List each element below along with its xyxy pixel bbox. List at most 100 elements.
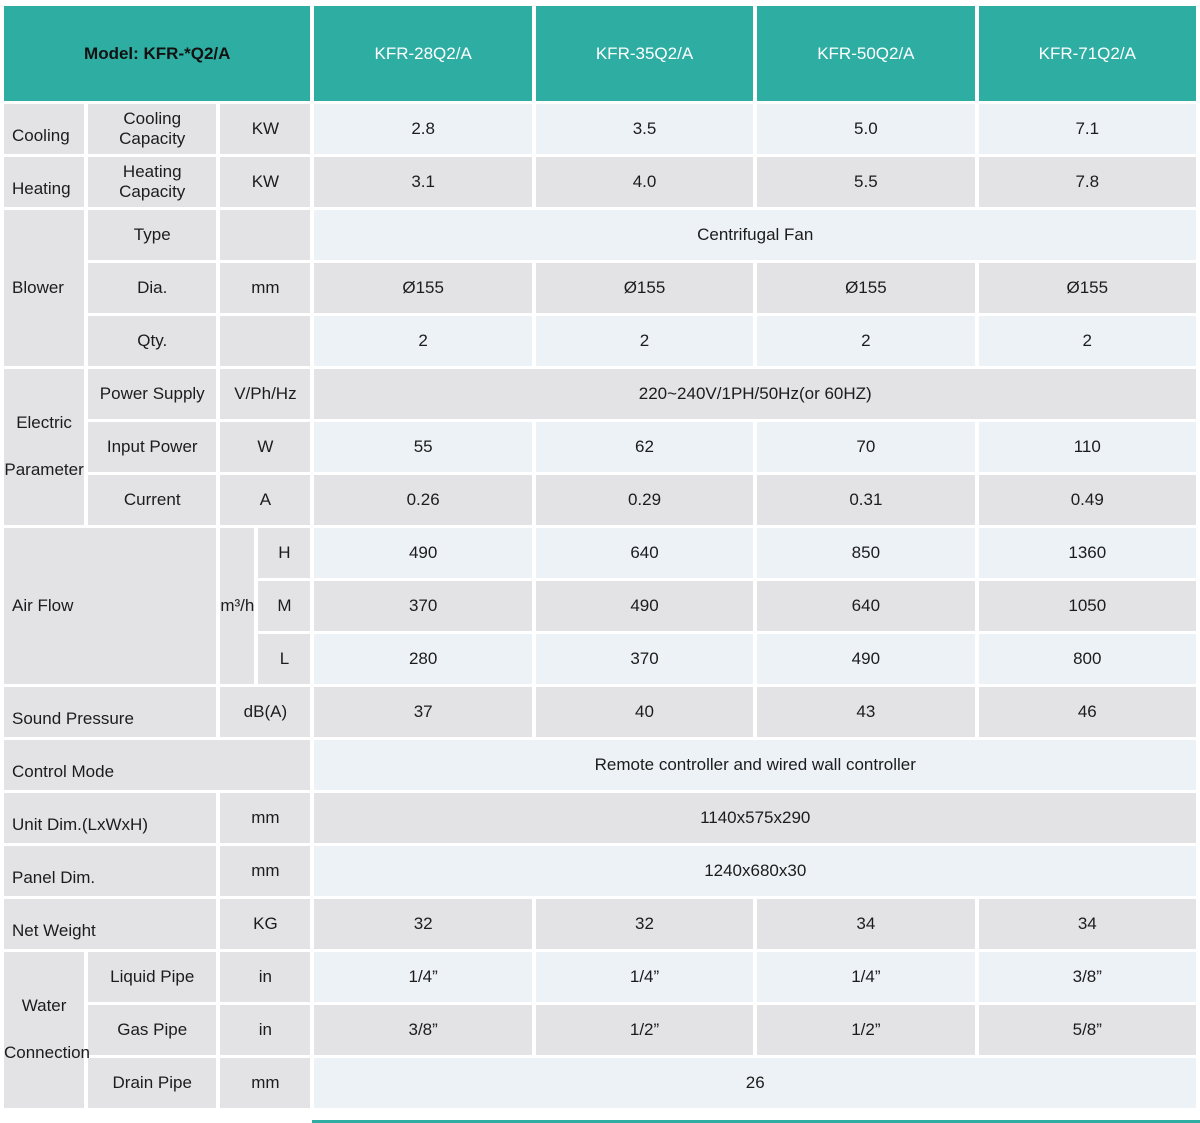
drain-pipe-value: 26: [314, 1058, 1196, 1108]
blower-qty-value-2: 2: [757, 316, 975, 366]
air-flow-h-value-0: 490: [314, 528, 532, 578]
liquid-pipe-value-1: 1/4”: [535, 952, 754, 1002]
cooling-category-label: Cooling: [4, 104, 85, 154]
heating-category-label: Heating: [4, 157, 85, 207]
gas-pipe-value-0: 3/8”: [314, 1005, 532, 1055]
sound-pressure-unit: dB(A): [220, 687, 311, 737]
blower-dia-value-0: Ø155: [314, 263, 532, 313]
input-power-label: Input Power: [88, 422, 217, 472]
air-flow-h-label: H: [258, 528, 311, 578]
cooling-capacity-label: Cooling Capacity: [88, 104, 217, 154]
unit-dim-unit: mm: [220, 793, 311, 843]
input-power-value-1: 62: [535, 422, 754, 472]
power-supply-unit: V/Ph/Hz: [220, 369, 311, 419]
sound-pressure-value-1: 40: [535, 687, 754, 737]
row-blower-dia: Dia. mm Ø155 Ø155 Ø155 Ø155: [4, 263, 1196, 313]
air-flow-l-value-1: 370: [535, 634, 754, 684]
cooling-value-0: 2.8: [314, 104, 532, 154]
column-header-kfr-28: KFR-28Q2/A: [314, 6, 532, 101]
sound-pressure-value-2: 43: [757, 687, 975, 737]
row-unit-dim: Unit Dim.(LxWxH) mm 1140x575x290: [4, 793, 1196, 843]
row-gas-pipe: Gas Pipe in 3/8” 1/2” 1/2” 5/8”: [4, 1005, 1196, 1055]
panel-dim-value: 1240x680x30: [314, 846, 1196, 896]
air-flow-l-value-2: 490: [757, 634, 975, 684]
cooling-unit: KW: [220, 104, 311, 154]
row-power-supply: Electric Parameter Power Supply V/Ph/Hz …: [4, 369, 1196, 525]
gas-pipe-value-3: 5/8”: [978, 1005, 1196, 1055]
air-flow-h-value-3: 1360: [978, 528, 1196, 578]
net-weight-label: Net Weight: [4, 899, 217, 949]
blower-qty-value-1: 2: [535, 316, 754, 366]
row-net-weight: Net Weight KG 32 32 34 34: [4, 899, 1196, 949]
air-flow-unit: m³/h: [220, 528, 255, 684]
row-airflow-h: Air Flow m³/h H 490 640 850 1360: [4, 528, 1196, 684]
net-weight-value-0: 32: [314, 899, 532, 949]
air-flow-h-value-1: 640: [535, 528, 754, 578]
row-sound-pressure: Sound Pressure dB(A) 37 40 43 46: [4, 687, 1196, 737]
blower-dia-value-2: Ø155: [757, 263, 975, 313]
gas-pipe-value-2: 1/2”: [757, 1005, 975, 1055]
header-row: Model: KFR-*Q2/A KFR-28Q2/A KFR-35Q2/A K…: [4, 6, 1196, 101]
power-supply-label: Power Supply: [88, 369, 217, 419]
row-heating: Heating Heating Capacity KW 3.1 4.0 5.5 …: [4, 157, 1196, 207]
air-flow-h-value-2: 850: [757, 528, 975, 578]
blower-qty-value-0: 2: [314, 316, 532, 366]
input-power-value-0: 55: [314, 422, 532, 472]
input-power-value-3: 110: [978, 422, 1196, 472]
panel-dim-label: Panel Dim.: [4, 846, 217, 896]
air-flow-m-value-1: 490: [535, 581, 754, 631]
net-weight-value-3: 34: [978, 899, 1196, 949]
sound-pressure-value-3: 46: [978, 687, 1196, 737]
air-flow-m-value-3: 1050: [978, 581, 1196, 631]
row-input-power: Input Power W 55 62 70 110: [4, 422, 1196, 472]
cooling-value-3: 7.1: [978, 104, 1196, 154]
row-airflow-m: M 370 490 640 1050: [4, 581, 1196, 631]
liquid-pipe-unit: in: [220, 952, 311, 1002]
blower-type-value: Centrifugal Fan: [314, 210, 1196, 260]
blower-dia-unit: mm: [220, 263, 311, 313]
net-weight-value-1: 32: [535, 899, 754, 949]
air-flow-l-value-0: 280: [314, 634, 532, 684]
drain-pipe-label: Drain Pipe: [88, 1058, 217, 1108]
column-header-kfr-35: KFR-35Q2/A: [535, 6, 754, 101]
sound-pressure-label: Sound Pressure: [4, 687, 217, 737]
row-cooling: Cooling Cooling Capacity KW 2.8 3.5 5.0 …: [4, 104, 1196, 154]
heating-capacity-label: Heating Capacity: [88, 157, 217, 207]
cooling-value-1: 3.5: [535, 104, 754, 154]
heating-unit: KW: [220, 157, 311, 207]
air-flow-l-value-3: 800: [978, 634, 1196, 684]
row-liquid-pipe: Water Connection Liquid Pipe in 1/4” 1/4…: [4, 952, 1196, 1108]
power-supply-value: 220~240V/1PH/50Hz(or 60HZ): [314, 369, 1196, 419]
air-flow-m-label: M: [258, 581, 311, 631]
current-unit: A: [220, 475, 311, 525]
net-weight-unit: KG: [220, 899, 311, 949]
blower-qty-label: Qty.: [88, 316, 217, 366]
row-blower-type: Blower Type Centrifugal Fan: [4, 210, 1196, 366]
row-panel-dim: Panel Dim. mm 1240x680x30: [4, 846, 1196, 896]
row-current: Current A 0.26 0.29 0.31 0.49: [4, 475, 1196, 525]
blower-qty-unit: [220, 316, 311, 366]
gas-pipe-value-1: 1/2”: [535, 1005, 754, 1055]
air-flow-category-label: Air Flow: [4, 528, 217, 684]
control-mode-value: Remote controller and wired wall control…: [314, 740, 1196, 790]
blower-category-label: Blower: [4, 210, 85, 366]
current-value-1: 0.29: [535, 475, 754, 525]
control-mode-label: Control Mode: [4, 740, 311, 790]
blower-type-unit: [220, 210, 311, 260]
air-flow-m-value-0: 370: [314, 581, 532, 631]
row-drain-pipe: Drain Pipe mm 26: [4, 1058, 1196, 1108]
current-value-2: 0.31: [757, 475, 975, 525]
cooling-value-2: 5.0: [757, 104, 975, 154]
blower-dia-value-1: Ø155: [535, 263, 754, 313]
heating-value-0: 3.1: [314, 157, 532, 207]
input-power-unit: W: [220, 422, 311, 472]
current-value-0: 0.26: [314, 475, 532, 525]
spec-table: Model: KFR-*Q2/A KFR-28Q2/A KFR-35Q2/A K…: [0, 3, 1200, 1111]
gas-pipe-label: Gas Pipe: [88, 1005, 217, 1055]
liquid-pipe-label: Liquid Pipe: [88, 952, 217, 1002]
input-power-value-2: 70: [757, 422, 975, 472]
row-airflow-l: L 280 370 490 800: [4, 634, 1196, 684]
heating-value-1: 4.0: [535, 157, 754, 207]
current-label: Current: [88, 475, 217, 525]
blower-dia-value-3: Ø155: [978, 263, 1196, 313]
